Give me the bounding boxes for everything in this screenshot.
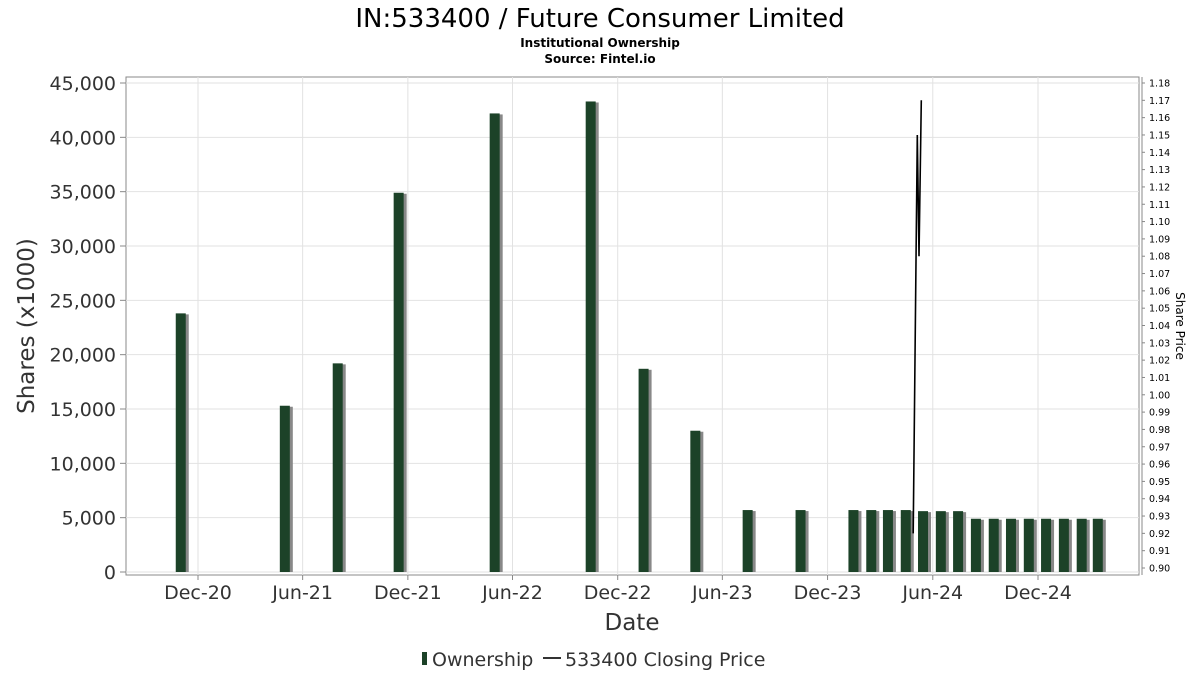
legend-price-label: 533400 Closing Price xyxy=(565,649,765,671)
ownership-bar xyxy=(953,511,964,572)
y2-tick-label: 1.11 xyxy=(1149,200,1170,211)
ownership-bar xyxy=(1023,518,1034,572)
x-tick-label: Dec-20 xyxy=(164,582,232,604)
y-tick-label: 10,000 xyxy=(50,453,116,475)
y2-tick-label: 0.93 xyxy=(1149,512,1170,523)
legend: Ownership 533400 Closing Price xyxy=(422,649,765,671)
ownership-bar xyxy=(393,192,404,572)
y2-tick-label: 0.99 xyxy=(1149,408,1170,419)
y2-tick-label: 0.95 xyxy=(1149,477,1170,488)
x-tick-label: Dec-21 xyxy=(374,582,442,604)
grid-lines xyxy=(126,77,1139,575)
ownership-bar xyxy=(795,510,806,572)
y2-tick-label: 1.09 xyxy=(1149,234,1170,245)
ownership-bar xyxy=(848,510,859,572)
x-axis-label: Date xyxy=(605,610,660,636)
x-tick-label: Jun-24 xyxy=(901,582,963,604)
y2-tick-label: 0.96 xyxy=(1149,460,1170,471)
y-tick-label: 25,000 xyxy=(50,290,116,312)
x-axis-ticks: Dec-20 Jun-21 Dec-21 Jun-22 Dec-22 Jun-23 Dec-… xyxy=(164,575,1072,604)
y2-tick-label: 0.90 xyxy=(1149,564,1170,575)
ownership-bars xyxy=(175,101,1106,573)
y2-tick-label: 1.08 xyxy=(1149,252,1170,263)
y2-tick-label: 1.01 xyxy=(1149,373,1170,384)
x-tick-label: Jun-22 xyxy=(481,582,543,604)
legend-ownership-label: Ownership xyxy=(432,649,533,671)
ownership-bar xyxy=(900,510,911,572)
ownership-bar xyxy=(279,405,290,572)
y2-tick-label: 0.94 xyxy=(1149,494,1170,505)
y2-tick-label: 1.02 xyxy=(1149,356,1170,367)
y2-tick-label: 0.98 xyxy=(1149,425,1170,436)
y2-tick-label: 1.10 xyxy=(1149,217,1170,228)
plot-area xyxy=(125,76,1140,576)
ownership-bar xyxy=(1092,518,1103,572)
y2-tick-label: 1.06 xyxy=(1149,286,1170,297)
y2-tick-label: 1.16 xyxy=(1149,113,1170,124)
y2-tick-label: 0.92 xyxy=(1149,529,1170,540)
ownership-bar xyxy=(866,510,877,572)
ownership-bar xyxy=(690,430,701,572)
ownership-bar xyxy=(1076,518,1087,572)
y2-tick-label: 1.05 xyxy=(1149,304,1170,315)
y2-tick-label: 1.03 xyxy=(1149,338,1170,349)
y2-axis-ticks: 0.90 0.91 0.92 0.93 0.94 0.95 0.96 0.97 0.98 0.99… xyxy=(1142,79,1170,575)
y-axis-ticks: 0 5,000 10,000 15,000 20,000 25,000 30,000 35,0… xyxy=(50,73,126,584)
y2-tick-label: 1.07 xyxy=(1149,269,1170,280)
ownership-bar xyxy=(988,518,999,572)
x-tick-label: Dec-24 xyxy=(1004,582,1072,604)
y-tick-label: 15,000 xyxy=(50,399,116,421)
legend-ownership-swatch xyxy=(422,652,427,665)
closing-price-line xyxy=(912,100,923,534)
y2-tick-label: 1.18 xyxy=(1149,79,1170,90)
y2-tick-label: 1.12 xyxy=(1149,182,1170,193)
ownership-bar xyxy=(1058,518,1069,572)
ownership-bar xyxy=(1041,518,1052,572)
ownership-bar xyxy=(585,101,596,573)
ownership-bar xyxy=(638,368,649,572)
y2-tick-label: 1.13 xyxy=(1149,165,1170,176)
y2-tick-label: 0.97 xyxy=(1149,442,1170,453)
y-tick-label: 0 xyxy=(104,562,116,584)
y-tick-label: 5,000 xyxy=(62,508,116,530)
y-axis-label: Shares (x1000) xyxy=(14,238,40,414)
y-tick-label: 35,000 xyxy=(50,182,116,204)
ownership-bar xyxy=(970,518,981,572)
ownership-bar xyxy=(332,363,343,572)
y-tick-label: 40,000 xyxy=(50,127,116,149)
ownership-bar xyxy=(1005,518,1016,572)
y-tick-label: 20,000 xyxy=(50,345,116,367)
y2-tick-label: 1.00 xyxy=(1149,390,1170,401)
ownership-bar xyxy=(918,511,929,572)
ownership-bar xyxy=(742,510,753,572)
chart-subtitle: Institutional Ownership xyxy=(520,36,680,50)
ownership-bar xyxy=(935,511,946,572)
y2-tick-label: 0.91 xyxy=(1149,546,1170,557)
chart-source: Source: Fintel.io xyxy=(544,52,655,66)
x-tick-label: Jun-23 xyxy=(691,582,753,604)
y-tick-label: 30,000 xyxy=(50,236,116,258)
y2-tick-label: 1.04 xyxy=(1149,321,1170,332)
y2-tick-label: 1.17 xyxy=(1149,96,1170,107)
y2-tick-label: 1.15 xyxy=(1149,130,1170,141)
x-tick-label: Dec-23 xyxy=(794,582,862,604)
y-tick-label: 45,000 xyxy=(50,73,116,95)
ownership-bar xyxy=(882,510,893,572)
ownership-bar xyxy=(175,313,186,572)
chart-title: IN:533400 / Future Consumer Limited xyxy=(355,4,844,34)
y2-tick-label: 1.14 xyxy=(1149,148,1170,159)
x-tick-label: Jun-21 xyxy=(271,582,333,604)
y2-axis-label: Share Price xyxy=(1173,292,1187,360)
price-line-group xyxy=(912,100,923,534)
ownership-bar xyxy=(489,113,500,572)
x-tick-label: Dec-22 xyxy=(584,582,652,604)
